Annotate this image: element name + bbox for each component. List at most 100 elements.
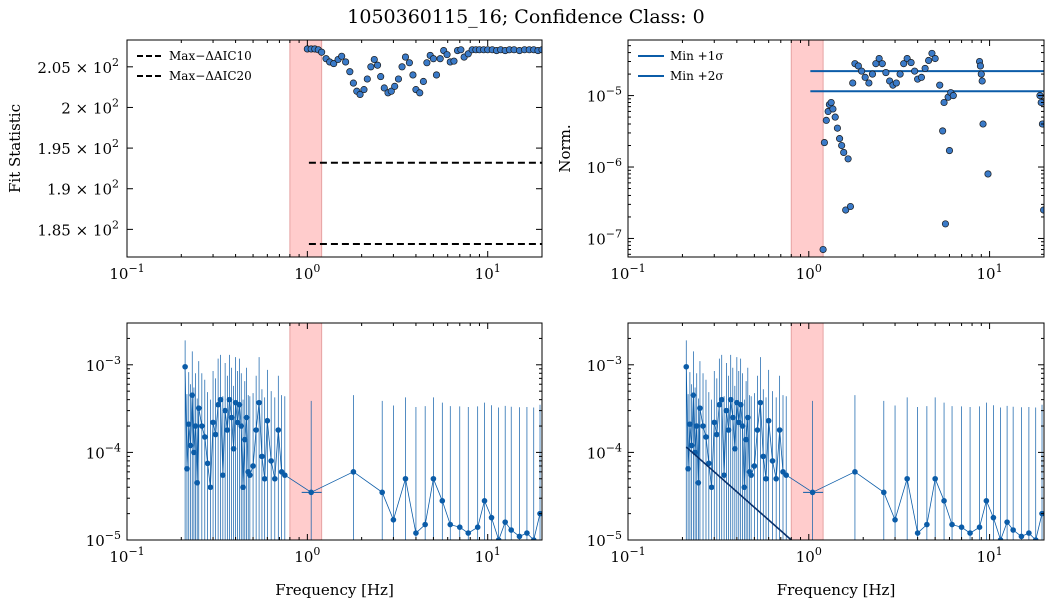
data-point xyxy=(242,436,248,443)
data-point xyxy=(191,449,197,456)
data-point xyxy=(204,460,211,467)
data-point xyxy=(398,63,406,71)
data-point xyxy=(949,92,957,100)
data-point xyxy=(187,442,194,449)
data-point xyxy=(693,423,700,429)
data-point xyxy=(530,537,537,540)
data-point xyxy=(976,62,984,70)
data-point xyxy=(773,475,779,482)
data-point xyxy=(447,521,454,528)
plot-area xyxy=(790,40,1044,257)
x-axis-label: Frequency [Hz] xyxy=(275,581,394,599)
shaded-band xyxy=(790,40,824,257)
data-point xyxy=(914,530,921,536)
data-point xyxy=(936,81,944,89)
data-point xyxy=(760,453,767,460)
data-point xyxy=(737,401,744,408)
data-point xyxy=(272,475,278,482)
data-point xyxy=(360,86,368,94)
data-point xyxy=(831,113,839,121)
data-point xyxy=(997,537,1004,540)
data-point xyxy=(367,63,375,71)
data-point xyxy=(1010,527,1016,533)
data-point xyxy=(409,71,417,79)
data-point xyxy=(373,61,382,69)
data-point xyxy=(827,98,835,107)
data-point xyxy=(394,75,403,83)
data-point xyxy=(282,472,288,478)
data-point xyxy=(184,465,190,472)
shaded-band xyxy=(289,323,323,540)
shaded-band xyxy=(790,323,824,540)
data-point xyxy=(516,533,523,540)
data-point xyxy=(711,419,718,426)
y-tick-label: 1.85 × 102 xyxy=(37,218,119,239)
y-tick-label: 10−7 xyxy=(587,227,622,248)
data-point xyxy=(725,427,732,433)
data-point xyxy=(979,120,987,128)
data-point xyxy=(210,419,216,426)
data-point xyxy=(924,521,930,528)
data-point xyxy=(318,48,326,56)
plot-area xyxy=(182,323,542,540)
y-tick-label: 10−5 xyxy=(587,529,622,550)
data-point xyxy=(439,498,446,504)
data-point xyxy=(700,423,706,429)
data-point xyxy=(958,524,965,530)
data-point xyxy=(892,517,898,523)
data-point xyxy=(854,62,862,70)
data-point xyxy=(261,475,268,482)
plot-area xyxy=(683,323,1044,540)
data-point xyxy=(748,472,754,478)
data-point xyxy=(405,59,413,67)
data-point xyxy=(253,427,259,433)
data-point xyxy=(363,75,371,83)
data-point xyxy=(983,498,990,504)
data-point xyxy=(732,445,738,452)
data-point xyxy=(185,421,192,427)
data-point xyxy=(776,427,783,433)
data-point xyxy=(939,127,947,135)
data-point xyxy=(502,519,508,525)
data-point xyxy=(932,475,938,482)
data-point xyxy=(838,141,846,150)
x-tick-label: 100 xyxy=(294,545,320,566)
data-point xyxy=(769,458,776,464)
data-point xyxy=(820,139,828,147)
data-point xyxy=(941,220,949,228)
data-point xyxy=(189,392,196,398)
data-point xyxy=(745,414,751,421)
data-point xyxy=(234,419,241,426)
y-tick-label: 1.95 × 102 xyxy=(37,137,119,158)
data-point xyxy=(342,58,350,66)
data-point xyxy=(222,407,228,414)
y-axis-label: Norm. xyxy=(556,124,574,172)
data-point xyxy=(875,54,883,63)
y-tick-label: 10−5 xyxy=(587,85,622,106)
data-point xyxy=(474,524,481,530)
data-point xyxy=(842,206,850,214)
data-point xyxy=(217,396,224,403)
data-point xyxy=(356,90,364,99)
x-tick-label: 100 xyxy=(796,545,822,566)
data-point xyxy=(346,68,354,76)
data-point xyxy=(379,489,385,496)
data-point xyxy=(182,363,188,370)
legend-label: Max−ΔAIC20 xyxy=(169,69,252,83)
data-point xyxy=(457,46,465,54)
data-point xyxy=(718,396,725,403)
data-point xyxy=(984,170,992,178)
data-point xyxy=(228,414,235,421)
data-point xyxy=(268,458,274,464)
x-tick-label: 10−1 xyxy=(109,545,144,566)
data-point xyxy=(224,427,231,433)
data-point xyxy=(230,445,237,452)
data-point xyxy=(456,524,463,530)
data-point xyxy=(861,73,869,81)
data-point xyxy=(865,79,873,87)
y-tick-label: 10−3 xyxy=(86,354,121,375)
data-point xyxy=(751,463,758,469)
data-point xyxy=(443,51,451,59)
data-point xyxy=(391,82,399,90)
shaded-band xyxy=(289,40,323,257)
